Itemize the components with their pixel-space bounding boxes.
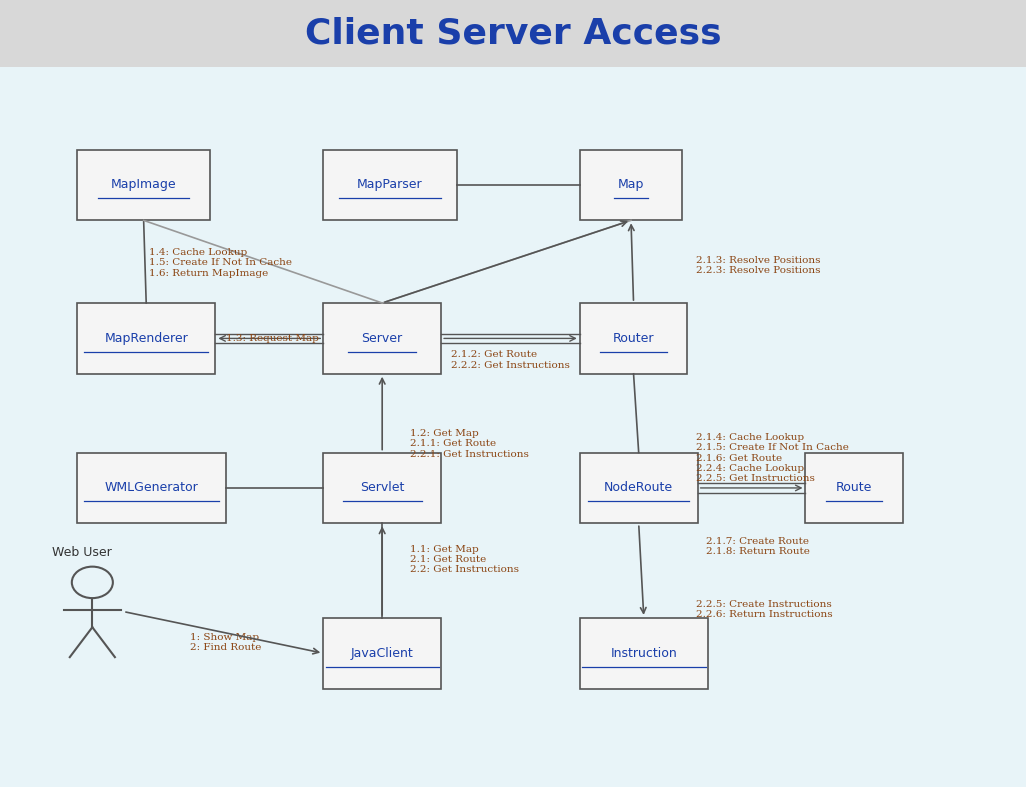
Text: Route: Route <box>836 482 872 494</box>
FancyBboxPatch shape <box>580 453 698 523</box>
Text: 2.2.5: Create Instructions
2.2.6: Return Instructions: 2.2.5: Create Instructions 2.2.6: Return… <box>696 600 832 619</box>
FancyBboxPatch shape <box>77 453 226 523</box>
FancyBboxPatch shape <box>323 618 441 689</box>
Text: 1.1: Get Map
2.1: Get Route
2.2: Get Instructions: 1.1: Get Map 2.1: Get Route 2.2: Get Ins… <box>410 545 519 575</box>
Text: MapImage: MapImage <box>111 179 176 191</box>
FancyBboxPatch shape <box>580 618 708 689</box>
Text: 1: Show Map
2: Find Route: 1: Show Map 2: Find Route <box>190 633 262 652</box>
FancyBboxPatch shape <box>323 453 441 523</box>
Text: Server: Server <box>361 332 403 345</box>
Text: 2.1.3: Resolve Positions
2.2.3: Resolve Positions: 2.1.3: Resolve Positions 2.2.3: Resolve … <box>696 256 820 275</box>
FancyBboxPatch shape <box>323 150 457 220</box>
FancyBboxPatch shape <box>77 303 215 374</box>
FancyBboxPatch shape <box>323 303 441 374</box>
Text: WMLGenerator: WMLGenerator <box>105 482 198 494</box>
FancyBboxPatch shape <box>805 453 903 523</box>
Text: NodeRoute: NodeRoute <box>604 482 673 494</box>
Text: Web User: Web User <box>52 545 112 559</box>
Text: 2.1.4: Cache Lookup
2.1.5: Create If Not In Cache
2.1.6: Get Route
2.2.4: Cache : 2.1.4: Cache Lookup 2.1.5: Create If Not… <box>696 433 849 483</box>
Text: MapParser: MapParser <box>357 179 423 191</box>
Text: Instruction: Instruction <box>610 647 677 660</box>
Text: MapRenderer: MapRenderer <box>105 332 188 345</box>
Text: 1.2: Get Map
2.1.1: Get Route
2.2.1: Get Instructions: 1.2: Get Map 2.1.1: Get Route 2.2.1: Get… <box>410 429 529 459</box>
Text: 1.3: Request Map: 1.3: Request Map <box>226 334 319 343</box>
Text: JavaClient: JavaClient <box>351 647 413 660</box>
Text: Router: Router <box>613 332 655 345</box>
FancyBboxPatch shape <box>580 303 687 374</box>
Text: 2.1.7: Create Route
2.1.8: Return Route: 2.1.7: Create Route 2.1.8: Return Route <box>706 537 810 556</box>
FancyBboxPatch shape <box>580 150 682 220</box>
FancyBboxPatch shape <box>77 150 210 220</box>
Text: Client Server Access: Client Server Access <box>305 17 721 51</box>
Text: Servlet: Servlet <box>360 482 404 494</box>
Text: 1.4: Cache Lookup
1.5: Create If Not In Cache
1.6: Return MapImage: 1.4: Cache Lookup 1.5: Create If Not In … <box>149 248 291 278</box>
Text: 2.1.2: Get Route
2.2.2: Get Instructions: 2.1.2: Get Route 2.2.2: Get Instructions <box>451 350 570 370</box>
Text: Map: Map <box>618 179 644 191</box>
FancyBboxPatch shape <box>0 0 1026 67</box>
